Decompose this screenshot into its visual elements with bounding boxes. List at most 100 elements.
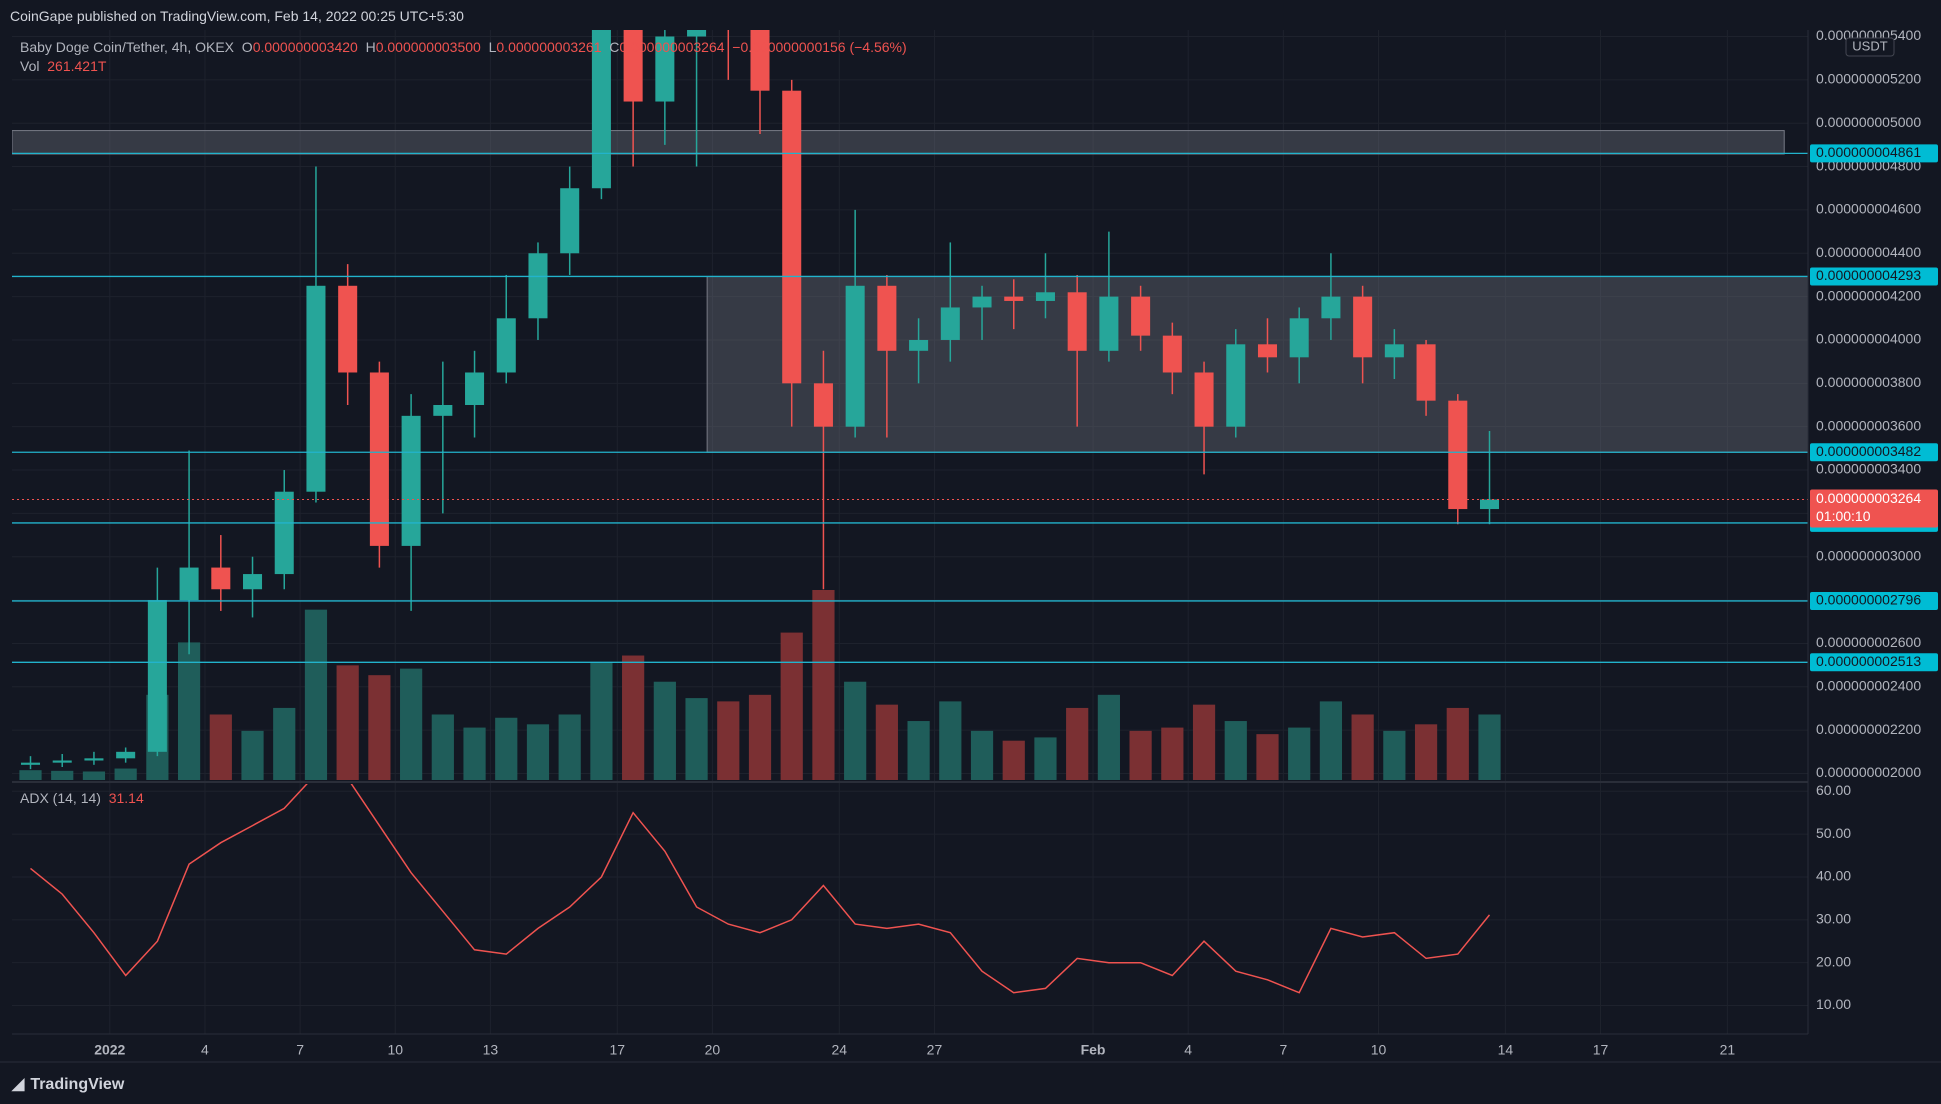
candle-body xyxy=(750,30,770,91)
legend-value: 0.000000003264 xyxy=(619,39,725,55)
candle-body xyxy=(1321,296,1341,319)
level-label-bg xyxy=(1810,144,1938,163)
volume-bar xyxy=(1319,701,1343,780)
volume-bar xyxy=(431,714,454,780)
x-tick-label: 4 xyxy=(201,1042,209,1058)
volume-bar xyxy=(622,655,645,780)
y-tick-label: 0.000000004000 xyxy=(1816,331,1921,347)
x-tick-label: 17 xyxy=(609,1042,625,1058)
level-label-bg xyxy=(1810,591,1938,610)
y-tick-label: 0.000000003800 xyxy=(1816,374,1921,390)
y-tick-label: 0.000000003000 xyxy=(1816,547,1921,563)
y-tick-label: 0.000000002400 xyxy=(1816,677,1921,693)
volume-bar xyxy=(114,768,137,780)
symbol-legend: Baby Doge Coin/Tether, 4h, OKEX O 0.00000… xyxy=(20,39,907,55)
legend-value: 0.000000003500 xyxy=(375,39,481,55)
volume-bar xyxy=(939,701,962,780)
volume-legend: Vol 261.421T xyxy=(20,58,106,74)
volume-bar xyxy=(1002,740,1025,780)
logo-icon: ◢ xyxy=(12,1076,25,1093)
level-label-bg xyxy=(1810,653,1938,672)
volume-bar xyxy=(526,724,550,780)
volume-bar xyxy=(463,727,486,780)
x-tick-label: 21 xyxy=(1720,1042,1736,1058)
adx-tick-label: 40.00 xyxy=(1816,868,1851,884)
x-tick-label: 4 xyxy=(1184,1042,1192,1058)
candle-body xyxy=(1035,292,1055,301)
volume-bar xyxy=(590,662,613,780)
symbol: Baby Doge Coin/Tether, 4h, OKEX xyxy=(20,39,235,55)
y-tick-label: 0.000000003600 xyxy=(1816,417,1921,433)
volume-bar xyxy=(558,714,581,780)
candle-body xyxy=(1194,372,1214,427)
candle-body xyxy=(813,383,833,427)
candle-body xyxy=(1226,344,1246,427)
x-tick-label: 14 xyxy=(1498,1042,1514,1058)
candle-body xyxy=(782,90,802,384)
legend-key: O xyxy=(241,39,253,55)
volume-bar xyxy=(1034,737,1057,780)
candle-body xyxy=(1004,296,1024,301)
footer-text: TradingView xyxy=(30,1076,125,1093)
candle-body xyxy=(1162,335,1182,373)
axes: 0.000000005400 0.000000005200 0.0000000050… xyxy=(94,27,1938,1058)
candle-body xyxy=(940,307,960,340)
legend-key: H xyxy=(365,39,376,55)
y-tick-label: 0.000000004400 xyxy=(1816,244,1921,260)
last-price-label: 0.000000003264 xyxy=(1816,490,1921,506)
y-tick-label: 0.000000002600 xyxy=(1816,634,1921,650)
adx-tick-label: 30.00 xyxy=(1816,911,1851,927)
legend-key: L xyxy=(488,39,497,55)
candle-body xyxy=(560,188,580,254)
candle-body xyxy=(243,574,263,590)
volume-bar xyxy=(1288,727,1311,780)
y-tick-label: 0.000000005400 xyxy=(1816,27,1921,43)
adx-pane xyxy=(30,784,1491,994)
volume-bar xyxy=(1383,730,1406,780)
x-tick-label: 24 xyxy=(832,1042,848,1058)
candle-body xyxy=(972,296,992,308)
candle-body xyxy=(1353,296,1373,358)
zone xyxy=(12,130,1785,155)
volume-bar xyxy=(1351,714,1374,780)
candle-body xyxy=(338,285,358,373)
y-tick-label: 0.000000002000 xyxy=(1816,764,1921,780)
volume-bar xyxy=(336,665,359,780)
y-tick-label: 0.000000005000 xyxy=(1816,114,1921,130)
candle-body xyxy=(1067,292,1087,351)
volume-bar xyxy=(495,717,518,780)
y-tick-label: 0.000000005200 xyxy=(1816,71,1921,87)
volume-value: 261.421T xyxy=(47,58,107,74)
volume-bar xyxy=(1097,694,1120,780)
volume-bar xyxy=(19,770,42,780)
candle-body xyxy=(623,30,643,102)
x-tick-label: 27 xyxy=(927,1042,943,1058)
candle-body xyxy=(528,253,548,319)
volume-bar xyxy=(209,714,232,780)
x-tick-label: 17 xyxy=(1593,1042,1609,1058)
volume-bar xyxy=(907,721,930,780)
candle-body xyxy=(369,372,389,546)
legend-value: 0.000000003261 xyxy=(496,39,602,55)
x-tick-label: 10 xyxy=(387,1042,403,1058)
candle-body xyxy=(147,600,167,752)
volume-bar xyxy=(780,632,803,780)
volume-bar xyxy=(1446,707,1469,780)
volume-bar xyxy=(241,730,264,780)
volume-bar xyxy=(1414,724,1438,780)
volume-bar xyxy=(653,681,676,780)
volume-bar xyxy=(1161,727,1184,780)
volume-bar xyxy=(970,730,994,780)
candle-body xyxy=(274,491,294,575)
candle-body xyxy=(1416,344,1436,401)
candle-body xyxy=(877,285,897,351)
adx-line xyxy=(30,784,1491,994)
adx-legend: ADX (14, 14) 31.14 xyxy=(20,790,144,806)
currency-bg xyxy=(1845,37,1895,57)
volume-bar xyxy=(368,675,391,780)
volume-bar xyxy=(717,701,740,780)
candle-body xyxy=(845,285,865,427)
x-tick-label: 2022 xyxy=(94,1042,125,1058)
volume-bar xyxy=(844,681,867,780)
adx-tick-label: 50.00 xyxy=(1816,825,1851,841)
